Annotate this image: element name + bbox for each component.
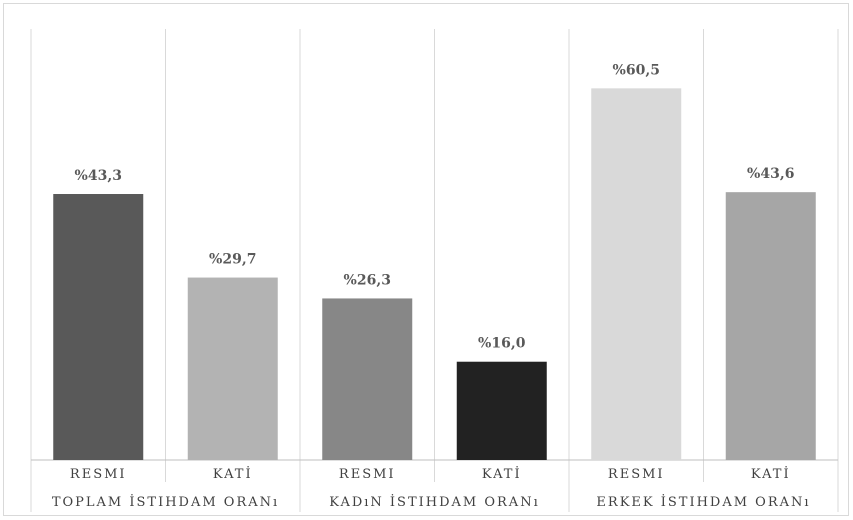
- bar: [53, 194, 144, 460]
- x-group-label: TOPLAM İSTIHDAM ORANı: [52, 493, 279, 510]
- x-tick-label: RESMI: [608, 467, 665, 482]
- bar: [187, 277, 278, 460]
- x-tick-label: RESMI: [339, 467, 396, 482]
- x-group-label: ERKEK İSTIHDAM ORANı: [596, 493, 810, 510]
- x-tick-label: KATİ: [751, 465, 791, 482]
- bar: [456, 361, 547, 460]
- x-tick-label: KATİ: [213, 465, 253, 482]
- x-tick-label: KATİ: [482, 465, 522, 482]
- data-label: %60,5: [613, 62, 660, 78]
- x-group-label: KADıN İSTIHDAM ORANı: [329, 493, 539, 510]
- chart-frame: %43,3 RESMI %29,7 KATİ TOPLAM İSTIHDAM ORANı…: [3, 3, 849, 516]
- bar: [725, 192, 816, 460]
- data-label: %29,7: [209, 252, 256, 268]
- data-label: %43,6: [747, 166, 794, 182]
- data-label: %26,3: [344, 272, 391, 288]
- bar-chart: %43,3 RESMI %29,7 KATİ TOPLAM İSTIHDAM ORANı…: [30, 29, 839, 512]
- data-label: %43,3: [75, 168, 122, 184]
- bar: [591, 88, 682, 460]
- bar: [322, 298, 413, 460]
- x-tick-label: RESMI: [70, 467, 127, 482]
- data-label: %16,0: [478, 336, 526, 352]
